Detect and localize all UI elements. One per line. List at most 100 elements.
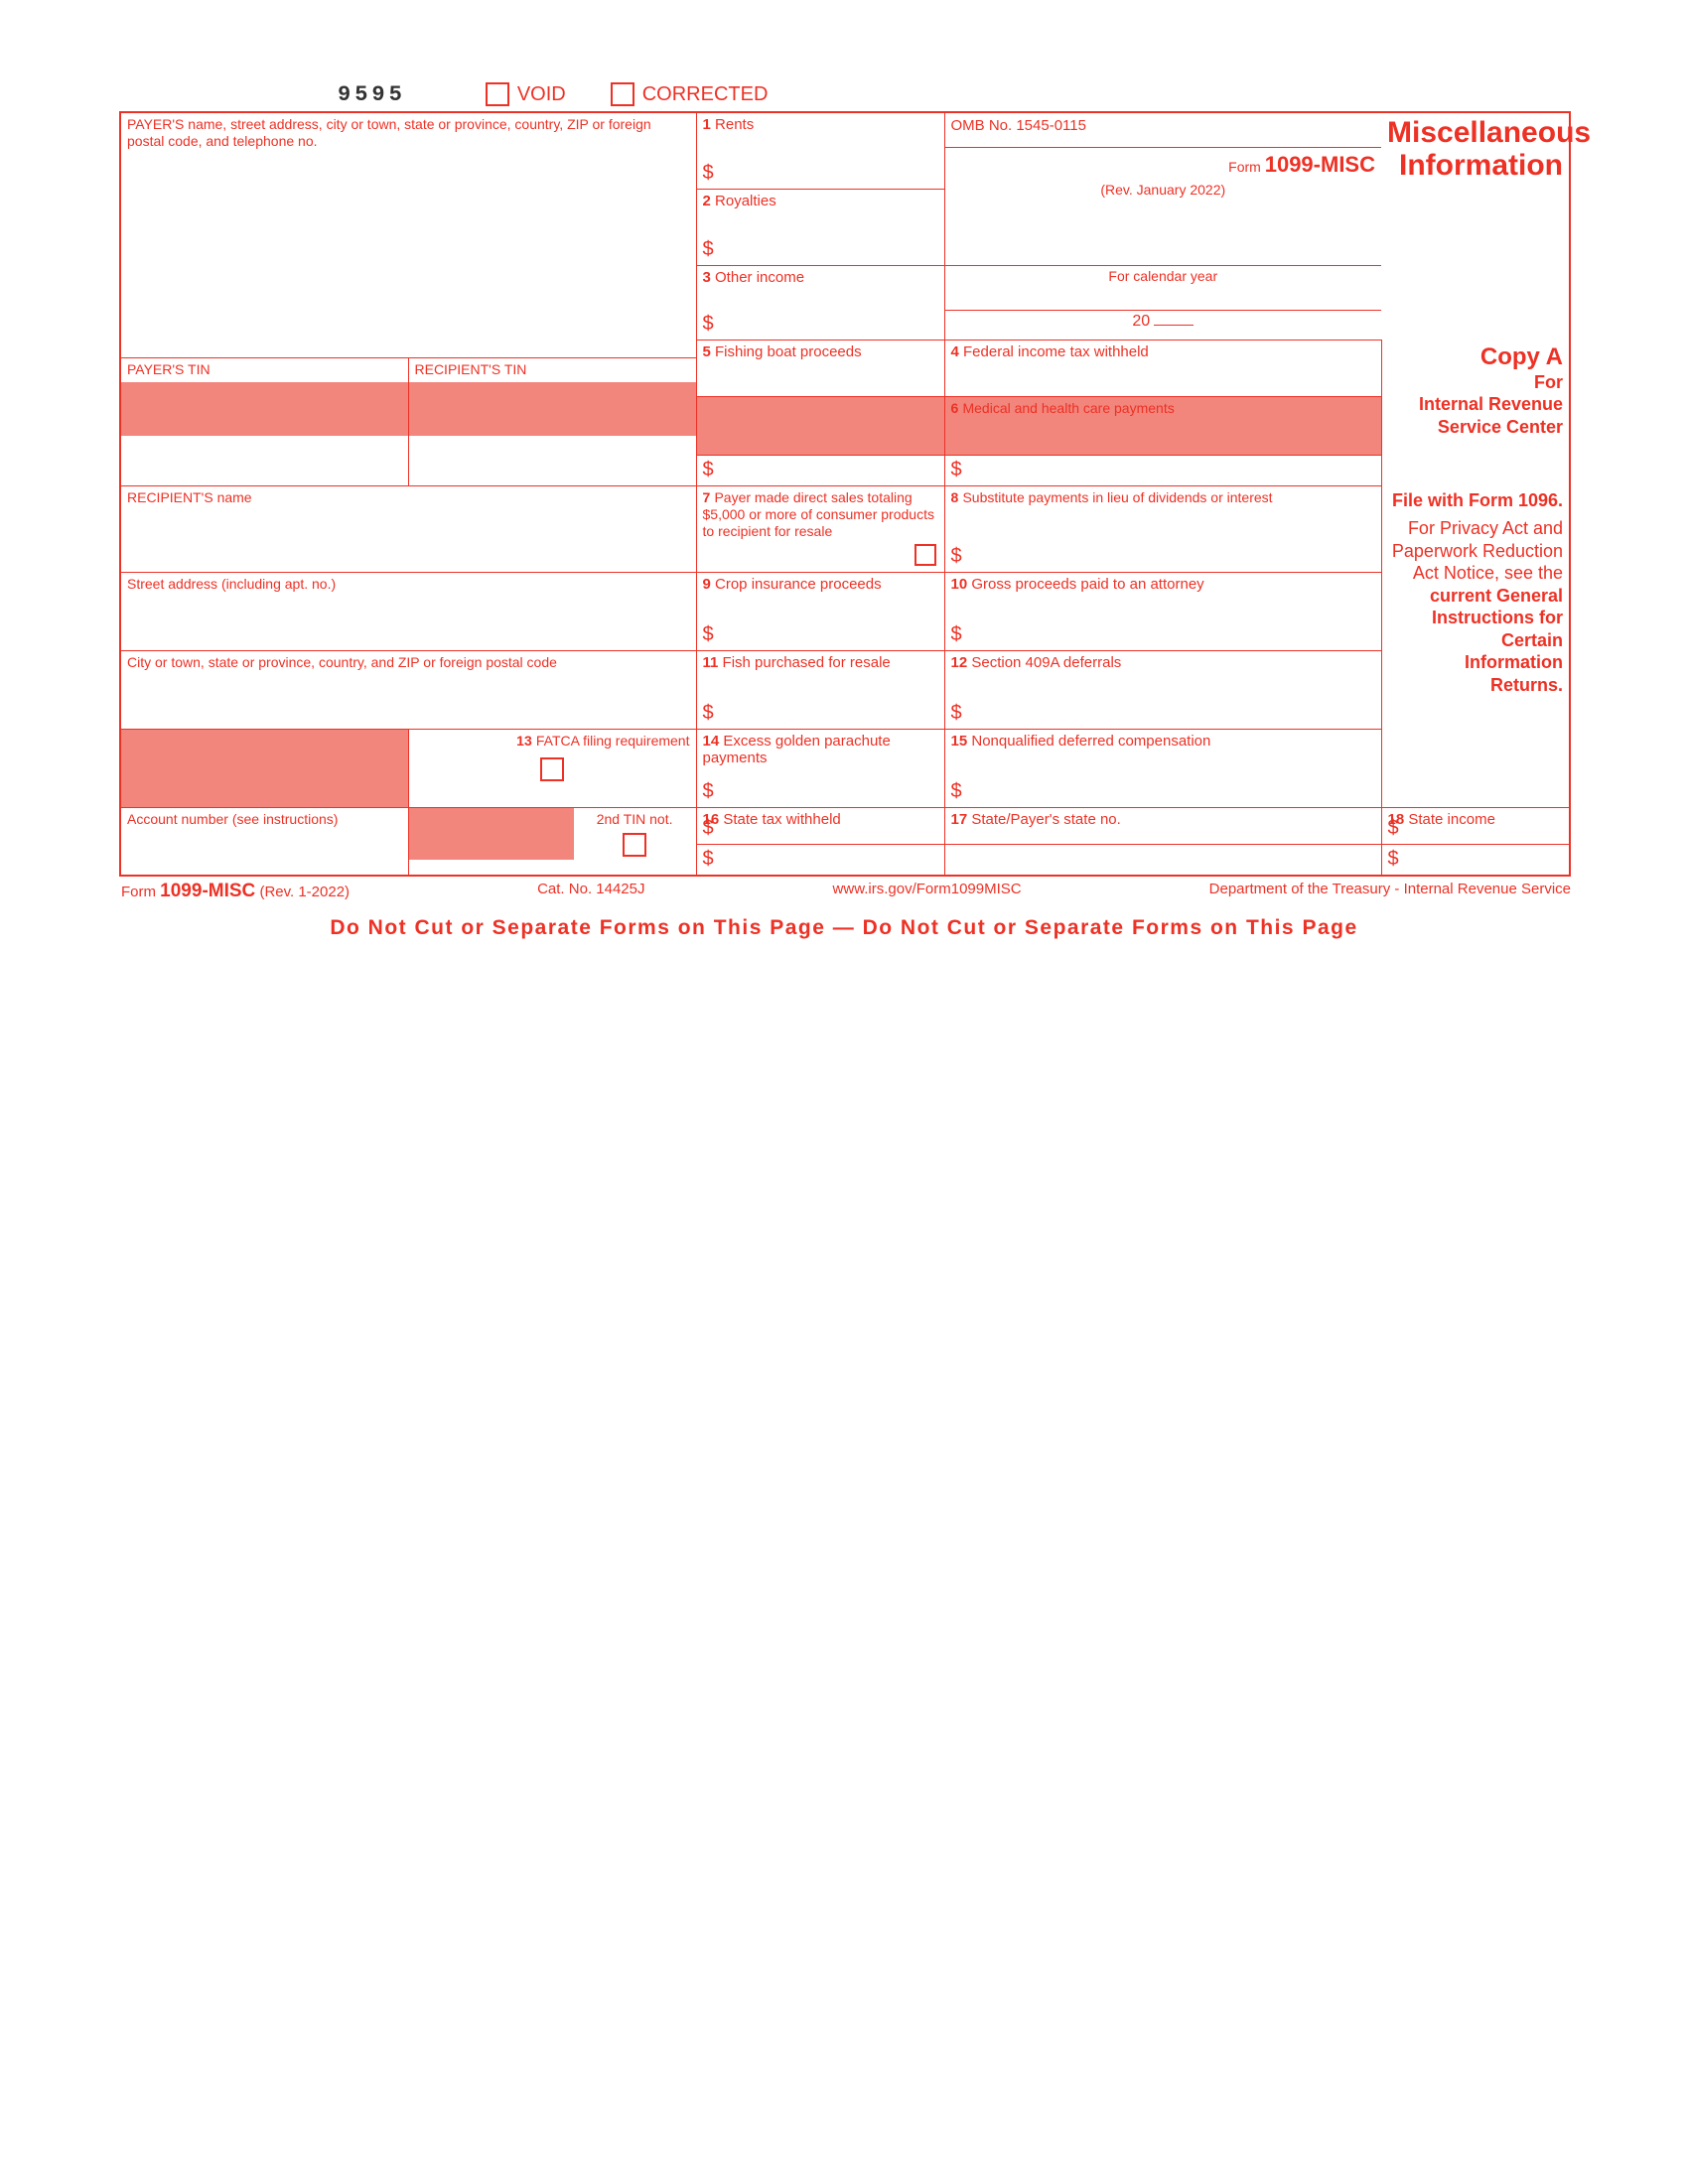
recipient-tin-field[interactable]: RECIPIENT'S TIN	[408, 358, 696, 486]
box-8-substitute[interactable]: 8 Substitute payments in lieu of dividen…	[944, 486, 1381, 573]
dollar-sign: $	[703, 162, 714, 185]
form-number-label: Form 1099-MISC	[945, 148, 1382, 182]
recipient-name-label: RECIPIENT'S name	[127, 489, 252, 505]
form-page: 9595 VOID CORRECTED PAYER'S name, street…	[0, 0, 1688, 1020]
footer-form-number: 1099-MISC	[160, 881, 255, 901]
box-18-state-income-1[interactable]: 18 State income $	[1381, 808, 1570, 845]
box-11-num: 11	[703, 654, 719, 671]
payer-info-label: PAYER'S name, street address, city or to…	[127, 116, 651, 149]
box-2-royalties[interactable]: 2 Royalties $	[696, 190, 944, 266]
general-instr-1: current General	[1388, 585, 1564, 608]
privacy-notice-block: File with Form 1096. For Privacy Act and…	[1381, 486, 1570, 808]
box-6-label: Medical and health care payments	[962, 400, 1174, 416]
header-row: 9595 VOID CORRECTED	[179, 79, 1569, 109]
box-16-label: State tax withheld	[723, 811, 840, 828]
year-entry-block[interactable]: 20	[944, 311, 1381, 341]
dollar-sign: $	[1388, 848, 1399, 871]
box-14-parachute[interactable]: 14 Excess golden parachute payments $	[696, 730, 944, 808]
city-state-zip-field[interactable]: City or town, state or province, country…	[120, 651, 696, 730]
box-2-num: 2	[703, 193, 711, 209]
fatca-checkbox[interactable]	[540, 757, 564, 781]
irs-center-1: Internal Revenue	[1388, 393, 1564, 416]
omb-number: OMB No. 1545-0115	[945, 113, 1382, 148]
box-15-label: Nonqualified deferred compensation	[971, 733, 1210, 750]
dollar-sign: $	[703, 623, 714, 646]
street-address-field[interactable]: Street address (including apt. no.)	[120, 573, 696, 651]
box-12-label: Section 409A deferrals	[971, 654, 1121, 671]
form-footer: Form 1099-MISC (Rev. 1-2022) Cat. No. 14…	[119, 877, 1573, 906]
street-label: Street address (including apt. no.)	[127, 576, 336, 592]
second-tin-field[interactable]: 2nd TIN not.	[408, 808, 696, 877]
footer-dept: Department of the Treasury - Internal Re…	[1209, 881, 1571, 902]
payer-info-block[interactable]: PAYER'S name, street address, city or to…	[120, 112, 696, 358]
box-10-attorney[interactable]: 10 Gross proceeds paid to an attorney $	[944, 573, 1381, 651]
footer-form: Form 1099-MISC (Rev. 1-2022)	[121, 881, 350, 902]
box-17-num: 17	[951, 811, 968, 828]
form-title-line2: Information	[1387, 149, 1563, 182]
box-3-label: Other income	[715, 269, 804, 286]
box-17-state-no-2[interactable]	[944, 845, 1381, 877]
payer-tin-label: PAYER'S TIN	[121, 358, 408, 382]
box-12-409a[interactable]: 12 Section 409A deferrals $	[944, 651, 1381, 730]
void-checkbox[interactable]	[486, 82, 509, 106]
blank-shaded-left	[120, 730, 408, 808]
recipient-name-field[interactable]: RECIPIENT'S name	[120, 486, 696, 573]
box-5-shaded	[696, 397, 944, 456]
box-11-label: Fish purchased for resale	[723, 654, 891, 671]
year-prefix: 20	[1132, 313, 1150, 330]
recipient-tin-shaded	[409, 382, 696, 436]
box-9-num: 9	[703, 576, 711, 593]
box-8-label: Substitute payments in lieu of dividends…	[962, 489, 1272, 505]
dollar-sign: $	[703, 780, 714, 803]
box-9-crop[interactable]: 9 Crop insurance proceeds $	[696, 573, 944, 651]
irs-center-2: Service Center	[1388, 416, 1564, 439]
form-title-line1: Miscellaneous	[1387, 116, 1563, 149]
box-14-label: Excess golden parachute payments	[703, 733, 891, 766]
dollar-sign: $	[703, 313, 714, 336]
footer-cat-no: Cat. No. 14425J	[537, 881, 644, 902]
general-instr-4: Information	[1388, 651, 1564, 674]
form-word: Form	[1228, 159, 1261, 175]
box-11-fish[interactable]: 11 Fish purchased for resale $	[696, 651, 944, 730]
corrected-checkbox[interactable]	[611, 82, 634, 106]
account-number-field[interactable]: Account number (see instructions)	[120, 808, 408, 877]
do-not-cut-warning: Do Not Cut or Separate Forms on This Pag…	[119, 916, 1569, 940]
recipient-tin-label: RECIPIENT'S TIN	[409, 358, 696, 382]
dollar-sign: $	[951, 702, 962, 725]
box-5-amount[interactable]: $	[696, 456, 944, 486]
form-revision: (Rev. January 2022)	[945, 182, 1382, 198]
box-9-label: Crop insurance proceeds	[715, 576, 882, 593]
box-18-state-income-2[interactable]: $	[1381, 845, 1570, 877]
box-8-num: 8	[951, 489, 959, 505]
omb-form-block: OMB No. 1545-0115 Form 1099-MISC (Rev. J…	[944, 112, 1381, 266]
file-with-1096: File with Form 1096.	[1388, 489, 1564, 512]
box-10-label: Gross proceeds paid to an attorney	[971, 576, 1203, 593]
box-15-num: 15	[951, 733, 968, 750]
dollar-sign: $	[703, 238, 714, 261]
dollar-sign: $	[951, 780, 962, 803]
box-6-amount[interactable]: $	[944, 456, 1381, 486]
box-13-fatca[interactable]: 13 FATCA filing requirement	[408, 730, 696, 808]
box-18-label: State income	[1408, 811, 1495, 828]
box-15-nonqualified[interactable]: 15 Nonqualified deferred compensation $	[944, 730, 1381, 808]
box-16-state-tax-1[interactable]: 16 State tax withheld $	[696, 808, 944, 845]
box-17-state-no-1[interactable]: 17 State/Payer's state no.	[944, 808, 1381, 845]
box-3-other-income[interactable]: 3 Other income $	[696, 266, 944, 341]
for-label: For	[1388, 371, 1564, 394]
title-block: Miscellaneous Information	[1381, 112, 1570, 341]
copy-a-block: Copy A For Internal Revenue Service Cent…	[1381, 341, 1570, 486]
box-17-label: State/Payer's state no.	[971, 811, 1120, 828]
second-tin-checkbox[interactable]	[623, 833, 646, 857]
box-1-rents[interactable]: 1 Rents $	[696, 112, 944, 190]
box-1-label: Rents	[715, 116, 754, 133]
general-instr-5: Returns.	[1388, 674, 1564, 697]
year-fill-line	[1154, 325, 1194, 326]
box-5-fishing[interactable]: 5 Fishing boat proceeds	[696, 341, 944, 397]
box-4-fed-tax[interactable]: 4 Federal income tax withheld	[944, 341, 1381, 397]
box-13-num: 13	[516, 733, 532, 749]
box-7-checkbox[interactable]	[914, 544, 936, 566]
form-number: 1099-MISC	[1265, 152, 1375, 177]
box-16-state-tax-2[interactable]: $	[696, 845, 944, 877]
box-7-direct-sales[interactable]: 7 Payer made direct sales totaling $5,00…	[696, 486, 944, 573]
payer-tin-field[interactable]: PAYER'S TIN	[120, 358, 408, 486]
